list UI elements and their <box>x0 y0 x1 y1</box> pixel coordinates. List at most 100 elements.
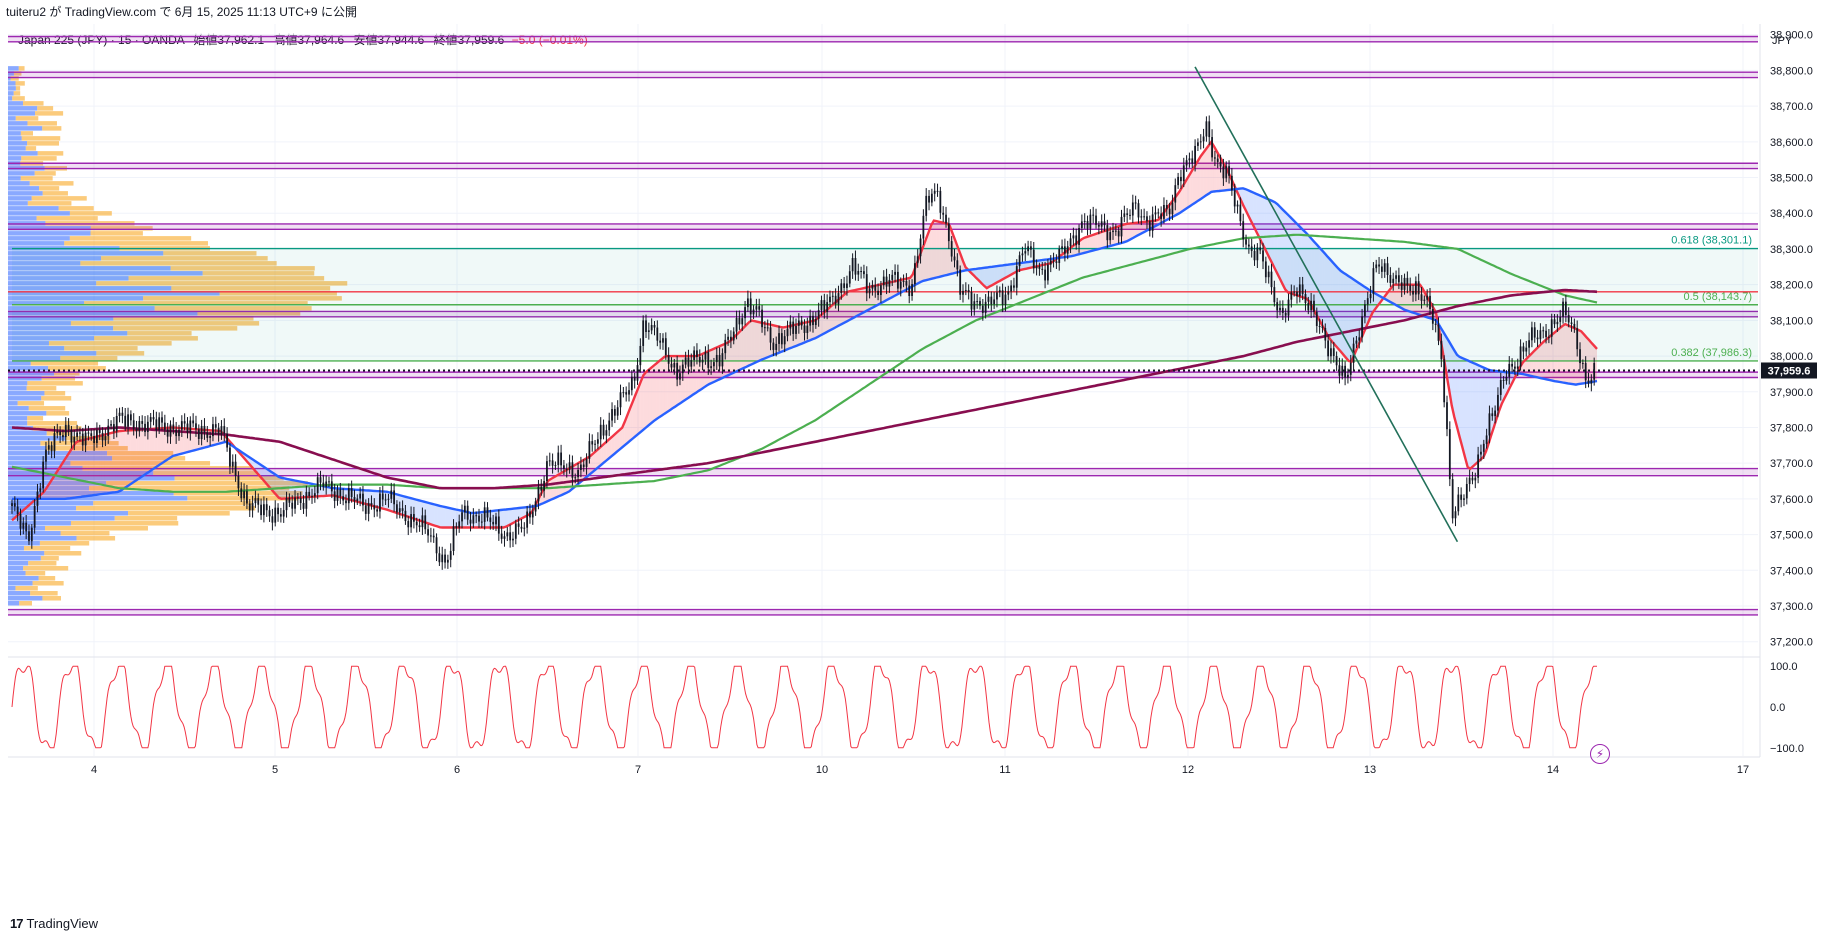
ema-cloud-segment <box>376 491 380 508</box>
candle-body <box>1429 295 1431 310</box>
vp-bar-up <box>8 331 128 336</box>
ema-cloud-segment <box>1132 222 1135 239</box>
vp-bar-down <box>90 231 143 236</box>
candle-body <box>305 491 308 509</box>
candle-body <box>446 559 449 563</box>
last-price-tag: 37,959.6 <box>8 362 1817 379</box>
candle-body <box>466 505 469 520</box>
candle-body <box>1024 251 1027 254</box>
vp-bar-up <box>8 301 85 306</box>
candle-body <box>64 424 67 438</box>
candle-body <box>342 496 345 501</box>
candle-body <box>577 469 579 478</box>
candle-body <box>166 429 169 437</box>
candle-body <box>529 511 531 518</box>
time-axis[interactable]: 4 5 6 7 10 11 12 13 14 17 <box>91 764 1749 776</box>
candle-body <box>1315 311 1318 327</box>
ema-cloud-segment <box>606 439 610 461</box>
candle-body <box>1075 235 1078 245</box>
ema-cloud-segment <box>326 486 329 496</box>
candle-body <box>704 352 707 360</box>
ema-cloud-segment <box>981 267 985 286</box>
candle-body <box>1525 347 1528 352</box>
price-tick-label: 37,700.0 <box>1770 458 1813 470</box>
candle-body <box>1106 225 1109 241</box>
vp-bar-down <box>174 476 284 481</box>
candle-body <box>1086 220 1089 229</box>
vp-bar-down <box>30 361 99 366</box>
candle-body <box>1310 300 1313 311</box>
ema-cloud-segment <box>429 503 433 525</box>
candle-body <box>574 477 577 479</box>
ema-cloud-segment <box>1187 173 1191 208</box>
candle-body <box>1361 316 1363 338</box>
ema-cloud-segment <box>984 267 987 289</box>
ema-cloud-segment <box>653 363 657 421</box>
candle-body <box>662 338 664 343</box>
ema-cloud-segment <box>1002 265 1006 280</box>
candle-body <box>817 310 820 319</box>
vp-bar-down <box>17 401 45 406</box>
candle-body <box>763 327 766 329</box>
trendline[interactable] <box>1194 66 1459 543</box>
price-tick-label: 38,300.0 <box>1770 244 1813 256</box>
ema-cloud-segment <box>1530 351 1534 377</box>
vp-bar-up <box>8 376 42 381</box>
candle-body <box>792 321 795 334</box>
ema-cloud-segment <box>418 500 422 522</box>
ema-cloud-segment <box>136 429 139 481</box>
candle-body <box>1389 275 1392 283</box>
vp-bar-down <box>37 106 54 111</box>
candle-body <box>1383 263 1386 272</box>
ema-cloud-segment <box>685 356 689 400</box>
vp-bar-up <box>8 196 32 201</box>
ema-cloud-segment <box>152 428 155 470</box>
candle-body <box>744 307 746 319</box>
lightning-icon[interactable]: ⚡ <box>1590 744 1610 764</box>
candle-body <box>175 429 178 437</box>
candle-body <box>1494 410 1497 417</box>
vp-bar-down <box>41 376 76 381</box>
vp-bar-up <box>8 356 61 361</box>
vp-bar-up <box>8 276 129 281</box>
candle-body <box>1301 284 1304 295</box>
ema-cloud-segment <box>1560 325 1563 383</box>
candle-body <box>452 526 455 551</box>
vp-bar-up <box>8 516 115 521</box>
candle-body <box>551 460 554 466</box>
ema-line-mid-ema <box>12 187 1598 515</box>
candle-body <box>605 430 608 436</box>
vp-bar-down <box>35 111 64 116</box>
candle-body <box>1375 264 1378 269</box>
ema-cloud-segment <box>276 475 279 498</box>
candle-body <box>1497 394 1499 411</box>
candle-body <box>1347 374 1349 378</box>
candle-body <box>1199 141 1202 143</box>
vp-bar-down <box>21 156 57 161</box>
candle-body <box>93 436 95 444</box>
vp-bar-down <box>15 116 39 121</box>
ema-cloud-segment <box>91 437 94 496</box>
candle-body <box>730 336 732 341</box>
ema-cloud-segment <box>159 428 163 465</box>
candle-body <box>1482 443 1485 452</box>
tradingview-logo-icon: 17 <box>10 916 24 931</box>
ema-cloud-segment <box>1480 366 1484 460</box>
ema-cloud-segment <box>643 372 646 430</box>
candle-body <box>178 429 180 437</box>
candle-body <box>721 353 724 367</box>
candle-body <box>81 433 84 446</box>
ema-cloud-segment <box>1549 334 1553 381</box>
candle-body <box>891 274 894 280</box>
candle-body <box>1157 212 1160 214</box>
candle-body <box>432 535 435 538</box>
price-chart[interactable]: 0.618 (38,301.1) 0.5 (38,143.7) 0.382 (37,… <box>0 24 1835 914</box>
candle-body <box>336 489 339 501</box>
candle-body <box>115 416 118 432</box>
candle-body <box>1027 246 1029 252</box>
candle-body <box>795 325 797 334</box>
ema-cloud-segment <box>992 266 995 286</box>
candle-body <box>837 293 840 304</box>
candle-body <box>718 354 721 367</box>
